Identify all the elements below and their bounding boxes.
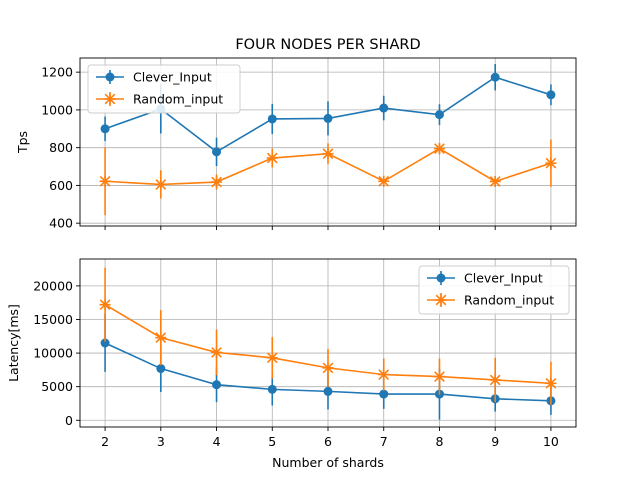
latency-legend-clever-input-marker xyxy=(436,273,446,283)
tps-random-input-point-10 xyxy=(545,157,557,169)
latency-ytick-label-2: 10000 xyxy=(33,346,73,361)
tps-clever-input-point-2 xyxy=(100,124,110,134)
tps-random-input-point-6 xyxy=(322,148,334,160)
latency-panel: 0 5000 10000 15000 20000 2 3 4 5 6 7 8 9 10 Latency[ms… xyxy=(6,258,577,470)
latency-legend: Clever_Input Random_input xyxy=(418,265,570,315)
tps-clever-input-point-4 xyxy=(212,147,222,157)
tps-ylabel: Tps xyxy=(15,131,30,154)
latency-xtick-label-1: 3 xyxy=(157,434,165,449)
tps-random-input-point-7 xyxy=(378,175,390,187)
tps-legend-clever-input-marker xyxy=(105,72,115,82)
tps-ytick-label-1: 600 xyxy=(49,178,73,193)
latency-random-input-point-6 xyxy=(322,362,334,374)
latency-xtick-label-0: 2 xyxy=(101,434,109,449)
tps-clever-input-point-10 xyxy=(546,90,556,100)
latency-ytick-label-4: 20000 xyxy=(33,278,73,293)
latency-ytick-label-0: 0 xyxy=(65,413,73,428)
tps-ytick-label-3: 1000 xyxy=(41,102,73,117)
tps-clever-input-point-9 xyxy=(490,72,500,82)
tps-series-random-input xyxy=(99,139,557,216)
latency-random-input-point-2 xyxy=(99,299,111,311)
tps-random-input-point-2 xyxy=(99,175,111,187)
tps-ytick-label-4: 1200 xyxy=(41,65,73,80)
latency-xtick-label-6: 8 xyxy=(435,434,443,449)
latency-legend-clever-input-label: Clever_Input xyxy=(464,271,543,286)
latency-random-input-point-9 xyxy=(489,374,501,386)
tps-clever-input-point-7 xyxy=(379,103,389,113)
latency-series-random-input xyxy=(99,267,557,405)
tps-random-input-point-3 xyxy=(155,178,167,190)
tps-panel: 400 600 800 1000 1200 Tps Clever_Input Random_i… xyxy=(15,57,577,231)
latency-random-input-point-5 xyxy=(266,352,278,364)
tps-random-input-point-5 xyxy=(266,152,278,164)
latency-ytick-label-3: 15000 xyxy=(33,312,73,327)
latency-clever-input-point-4 xyxy=(212,380,222,390)
tps-random-input-point-8 xyxy=(433,143,445,155)
latency-ylabel: Latency[ms] xyxy=(6,304,21,382)
latency-clever-input-point-6 xyxy=(323,386,333,396)
latency-xlabel: Number of shards xyxy=(272,455,384,470)
latency-legend-box xyxy=(418,265,570,315)
tps-legend-random-input-marker xyxy=(104,93,116,105)
tps-ytick-label-0: 400 xyxy=(49,216,73,231)
latency-random-input-point-8 xyxy=(433,371,445,383)
latency-legend-random-input-label: Random_input xyxy=(464,293,554,308)
latency-clever-input-point-2 xyxy=(100,338,110,348)
latency-legend-random-input-marker xyxy=(435,294,447,306)
latency-clever-input-point-5 xyxy=(267,384,277,394)
tps-ytick-label-2: 800 xyxy=(49,140,73,155)
tps-random-input-point-9 xyxy=(489,175,501,187)
latency-xtick-label-5: 7 xyxy=(380,434,388,449)
tps-legend-box xyxy=(87,64,241,114)
latency-clever-input-point-3 xyxy=(156,364,166,374)
latency-random-input-point-7 xyxy=(378,369,390,381)
latency-random-input-point-10 xyxy=(545,377,557,389)
latency-xtick-label-3: 5 xyxy=(268,434,276,449)
tps-legend: Clever_Input Random_input xyxy=(87,64,241,114)
latency-random-input-point-3 xyxy=(155,332,167,344)
latency-xtick-label-4: 6 xyxy=(324,434,332,449)
latency-xtick-label-7: 9 xyxy=(491,434,499,449)
latency-xtick-label-2: 4 xyxy=(213,434,221,449)
tps-legend-clever-input-label: Clever_Input xyxy=(133,70,212,85)
latency-random-input-point-4 xyxy=(211,346,223,358)
tps-clever-input-point-6 xyxy=(323,113,333,123)
tps-clever-input-point-5 xyxy=(267,114,277,124)
latency-clever-input-point-7 xyxy=(379,389,389,399)
tps-legend-random-input-label: Random_input xyxy=(133,92,223,107)
tps-clever-input-point-8 xyxy=(434,110,444,120)
chart-title: FOUR NODES PER SHARD xyxy=(235,37,420,53)
latency-xtick-label-8: 10 xyxy=(543,434,559,449)
latency-ytick-label-1: 5000 xyxy=(41,379,73,394)
tps-random-input-point-4 xyxy=(211,176,223,188)
